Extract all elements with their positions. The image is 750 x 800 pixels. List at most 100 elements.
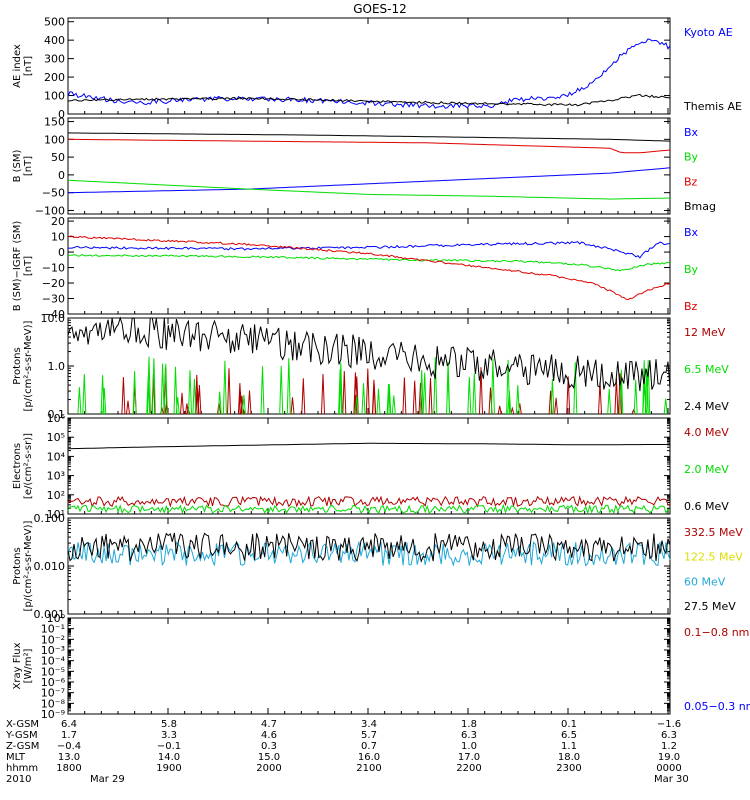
y-tick-label: 10⁰	[47, 612, 66, 625]
x-row-value: 5.7	[361, 730, 377, 741]
legend-entry: 60 MeV	[684, 575, 726, 588]
panel-protons1: 0.1 1.0 10.0 Protons [p/(cm²-s-sr-MeV)] 12 Me…	[12, 312, 729, 421]
x-row-value: 2000	[256, 763, 281, 774]
y-tick-label: −100	[35, 204, 65, 217]
y-tick-label: −20	[42, 277, 65, 290]
x-row-value: 6.3	[661, 730, 677, 741]
series-line	[67, 38, 671, 109]
y-tick-label: 0.001	[34, 608, 66, 621]
panel-protons2: 0.001 0.010 0.100 Protons [p/(cm²-s-sr-MeV)]…	[12, 512, 743, 621]
x-row-label: 2010	[6, 774, 31, 785]
x-row-value: 1.8	[461, 719, 477, 730]
x-row-value: −0.4	[57, 741, 81, 752]
panel-bsm: −100 −50 0 50 100 150 B (SM) [nT] Bx By Bz Bmag	[12, 116, 716, 218]
x-row-value: 18.0	[558, 752, 580, 763]
panel-electrons: 10¹ 10² 10³ 10⁴ 10⁵ 10⁶ Electrons [e/(cm²-s-sr)…	[12, 412, 729, 521]
panel-ae: 0 100 200 300 400 500 AE index [nT] Kyoto AE Them…	[12, 16, 742, 121]
series-line	[67, 532, 671, 563]
y-axis-label: AE index	[12, 44, 23, 88]
x-row-value: 15.0	[258, 752, 280, 763]
y-tick-label: −50	[42, 187, 65, 200]
y-axis-label: [nT]	[23, 156, 34, 176]
x-row-value: 0.3	[261, 741, 277, 752]
panel-frame	[67, 217, 671, 315]
y-tick-label: 100	[44, 90, 65, 103]
x-row-value: 16.0	[358, 752, 380, 763]
y-axis-label: B (SM)	[12, 149, 23, 182]
y-tick-label: 150	[44, 116, 65, 129]
x-row-label: MLT	[6, 752, 26, 763]
y-axis-label: [e/(cm²-s-sr)]	[23, 433, 34, 499]
x-row-value: 4.6	[261, 730, 277, 741]
x-row-value: 1900	[156, 763, 181, 774]
y-tick-label: 10⁻⁴	[41, 655, 66, 668]
y-tick-label: 100	[44, 133, 65, 146]
y-tick-label: 0.100	[34, 512, 66, 525]
legend-entry: 6.5 MeV	[684, 363, 729, 376]
y-axis-label: Xray Flux	[12, 642, 23, 689]
legend-entry: Bz	[684, 175, 698, 188]
y-tick-label: −40	[42, 308, 65, 321]
x-row-label: X-GSM	[6, 719, 39, 730]
series-line	[67, 167, 671, 194]
series-line	[67, 316, 671, 392]
x-row-value: 14.0	[158, 752, 180, 763]
series-line	[67, 138, 671, 154]
y-tick-label: 10³	[47, 470, 65, 483]
y-tick-label: 400	[44, 34, 65, 47]
legend-entry: By	[684, 263, 699, 276]
y-tick-label: −30	[42, 293, 65, 306]
y-tick-label: 10⁻⁹	[41, 708, 65, 721]
x-row-value: −1.6	[657, 719, 681, 730]
y-axis-label: [nT]	[23, 256, 34, 276]
y-tick-label: 10⁻⁶	[41, 676, 66, 689]
x-row-value: Mar 30	[654, 774, 689, 785]
series-line	[67, 503, 671, 515]
series-line	[67, 132, 671, 142]
y-tick-label: 300	[44, 53, 65, 66]
y-tick-label: 10⁻⁷	[41, 687, 65, 700]
x-row-value: Mar 29	[90, 774, 125, 785]
x-row-value: 3.4	[361, 719, 377, 730]
y-tick-label: 500	[44, 16, 65, 29]
series-line	[67, 235, 671, 301]
y-axis-label: Protons	[12, 347, 23, 384]
y-axis-label: [nT]	[23, 56, 34, 76]
series-line	[67, 541, 671, 567]
x-row-value: 3.3	[161, 730, 177, 741]
legend-entry: 0.6 MeV	[684, 500, 729, 513]
x-row-value: 1.0	[461, 741, 477, 752]
legend-entry: Bmag	[684, 200, 716, 213]
x-row-value: 6.4	[61, 719, 77, 730]
panel-bsmigrf: −40 −30 −20 −10 0 10 20 B (SM)−IGRF (SM) [nT] Bx B…	[12, 215, 699, 321]
x-row-value: 19.0	[658, 752, 680, 763]
y-tick-label: 10⁵	[47, 431, 65, 444]
x-row-value: 4.7	[261, 719, 277, 730]
x-row-value: 6.3	[461, 730, 477, 741]
x-row-label: hhmm	[6, 763, 38, 774]
x-row-value: 1800	[56, 763, 81, 774]
y-tick-label: 20	[51, 215, 65, 228]
legend-entry: 4.0 MeV	[684, 426, 729, 439]
legend-entry: 2.4 MeV	[684, 400, 729, 413]
x-row-value: 2100	[356, 763, 381, 774]
legend-entry: Bx	[684, 126, 699, 139]
y-tick-label: 10.0	[41, 312, 66, 325]
panel-frame	[67, 517, 671, 615]
x-row-value: 1.7	[61, 730, 77, 741]
legend-entry: 0.05−0.3 nm	[684, 700, 750, 713]
y-axis-label: Protons	[12, 547, 23, 584]
y-axis-label: [W/m²]	[23, 648, 34, 683]
y-tick-label: 0	[58, 169, 65, 182]
y-tick-label: 10⁻³	[41, 644, 65, 657]
panel-frame	[67, 117, 671, 215]
y-tick-label: 10²	[47, 489, 65, 502]
y-tick-label: 0.010	[34, 560, 66, 573]
panel-frame	[67, 417, 671, 515]
series-line	[67, 442, 671, 450]
panel-frame	[67, 617, 671, 715]
x-row-value: 2300	[556, 763, 581, 774]
x-row-value: 0000	[656, 763, 681, 774]
y-tick-label: 10⁴	[47, 450, 66, 463]
